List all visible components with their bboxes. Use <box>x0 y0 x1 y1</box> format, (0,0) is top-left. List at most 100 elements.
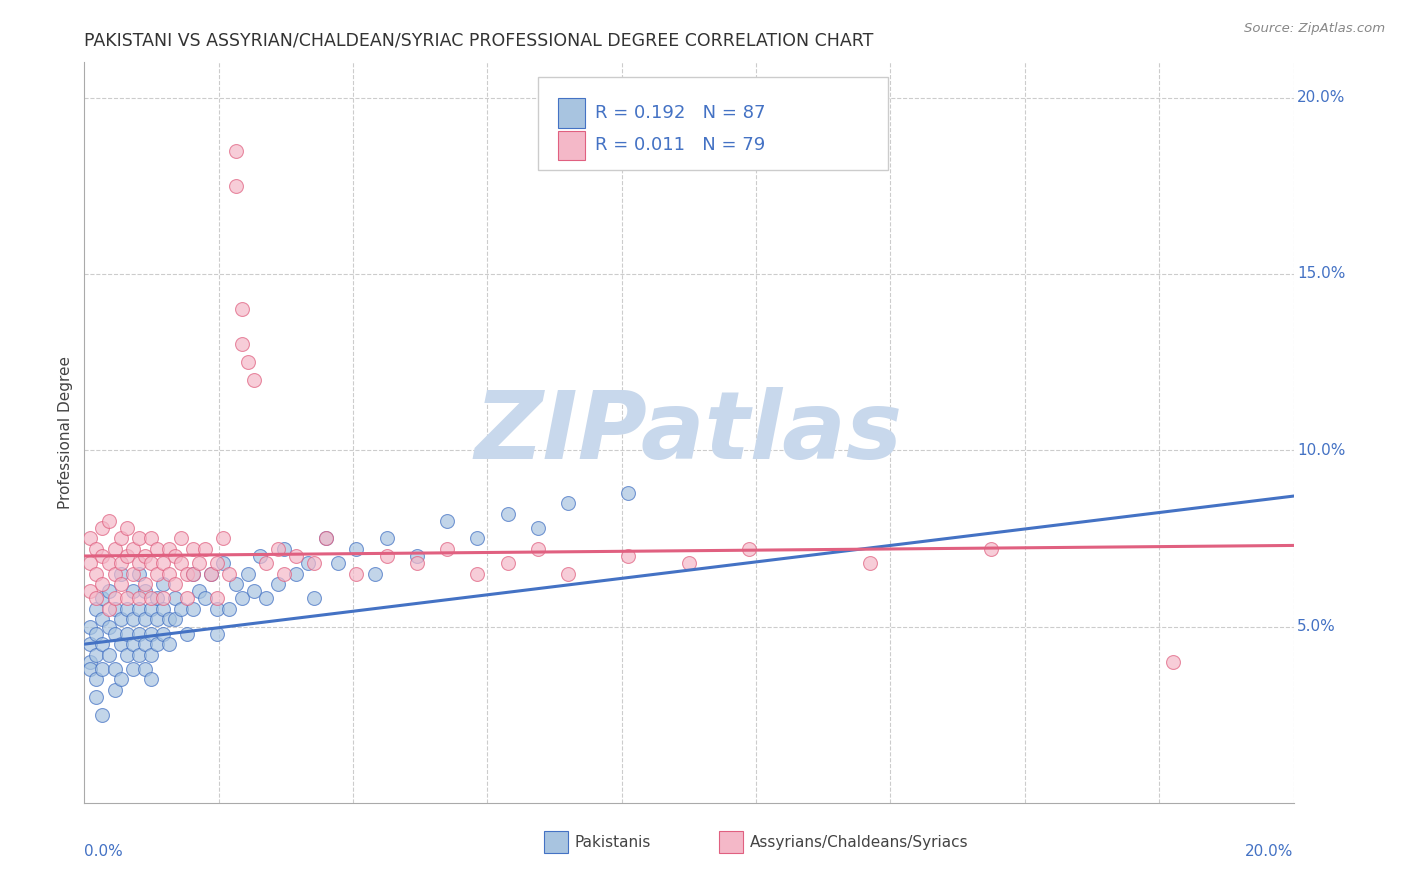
Bar <box>558 98 585 128</box>
Text: ZIPatlas: ZIPatlas <box>475 386 903 479</box>
Point <box>86 648 108 662</box>
Point <box>91 707 114 722</box>
Point <box>200 566 222 581</box>
Point <box>134 584 156 599</box>
Point <box>231 302 253 317</box>
Point <box>285 549 308 563</box>
Point <box>557 496 579 510</box>
Point <box>170 532 193 546</box>
Point <box>79 637 101 651</box>
Point <box>225 577 247 591</box>
Point <box>527 541 550 556</box>
Point <box>406 549 429 563</box>
Point <box>110 612 132 626</box>
Point <box>207 591 229 606</box>
Text: Source: ZipAtlas.com: Source: ZipAtlas.com <box>1244 22 1385 36</box>
Point <box>79 655 101 669</box>
Point <box>86 566 108 581</box>
Point <box>104 626 127 640</box>
Point <box>146 591 169 606</box>
Point <box>104 602 127 616</box>
Point <box>110 556 132 570</box>
FancyBboxPatch shape <box>538 78 889 169</box>
Point <box>297 556 319 570</box>
Point <box>134 662 156 676</box>
Point <box>218 566 240 581</box>
Point <box>91 577 114 591</box>
Point <box>181 541 204 556</box>
Point <box>134 577 156 591</box>
Point <box>115 626 138 640</box>
Point <box>79 662 101 676</box>
Point <box>557 566 579 581</box>
Point <box>121 584 143 599</box>
Point <box>86 591 108 606</box>
Text: R = 0.011   N = 79: R = 0.011 N = 79 <box>595 136 765 154</box>
Point <box>207 602 229 616</box>
Point <box>97 556 120 570</box>
Point <box>139 591 162 606</box>
Point <box>176 591 198 606</box>
Point <box>152 591 174 606</box>
Point <box>302 556 325 570</box>
Point <box>79 532 101 546</box>
Point <box>436 514 458 528</box>
Point <box>165 591 187 606</box>
Point <box>121 662 143 676</box>
Y-axis label: Professional Degree: Professional Degree <box>58 356 73 509</box>
Point <box>267 577 290 591</box>
Bar <box>544 831 568 853</box>
Point <box>128 648 150 662</box>
Point <box>236 566 259 581</box>
Point <box>152 626 174 640</box>
Point <box>97 619 120 633</box>
Point <box>249 549 271 563</box>
Point <box>496 556 519 570</box>
Point <box>188 584 211 599</box>
Point <box>678 556 700 570</box>
Point <box>152 577 174 591</box>
Point <box>152 602 174 616</box>
Point <box>176 566 198 581</box>
Point <box>86 690 108 704</box>
Text: 15.0%: 15.0% <box>1298 267 1346 282</box>
Point <box>121 612 143 626</box>
Point <box>328 556 350 570</box>
Point <box>115 549 138 563</box>
Point <box>86 541 108 556</box>
Point <box>236 355 259 369</box>
Text: 0.0%: 0.0% <box>84 844 124 858</box>
Point <box>346 541 368 556</box>
Point <box>91 549 114 563</box>
Point <box>375 532 398 546</box>
Point <box>170 556 193 570</box>
Text: 20.0%: 20.0% <box>1246 844 1294 858</box>
Point <box>91 591 114 606</box>
Point <box>170 602 193 616</box>
Point <box>91 662 114 676</box>
Point <box>139 673 162 687</box>
Point <box>165 612 187 626</box>
Point <box>194 591 217 606</box>
Text: Pakistanis: Pakistanis <box>574 835 651 849</box>
Point <box>267 541 290 556</box>
Point <box>128 602 150 616</box>
Point <box>738 541 761 556</box>
Point <box>121 637 143 651</box>
Point <box>115 648 138 662</box>
Point <box>375 549 398 563</box>
Text: 20.0%: 20.0% <box>1298 90 1346 105</box>
Point <box>181 566 204 581</box>
Point <box>115 602 138 616</box>
Text: R = 0.192   N = 87: R = 0.192 N = 87 <box>595 103 765 122</box>
Point <box>212 532 235 546</box>
Point <box>104 541 127 556</box>
Point <box>86 673 108 687</box>
Point <box>91 637 114 651</box>
Point <box>139 556 162 570</box>
Point <box>285 566 308 581</box>
Point <box>157 566 180 581</box>
Point <box>86 626 108 640</box>
Point <box>527 521 550 535</box>
Point <box>91 521 114 535</box>
